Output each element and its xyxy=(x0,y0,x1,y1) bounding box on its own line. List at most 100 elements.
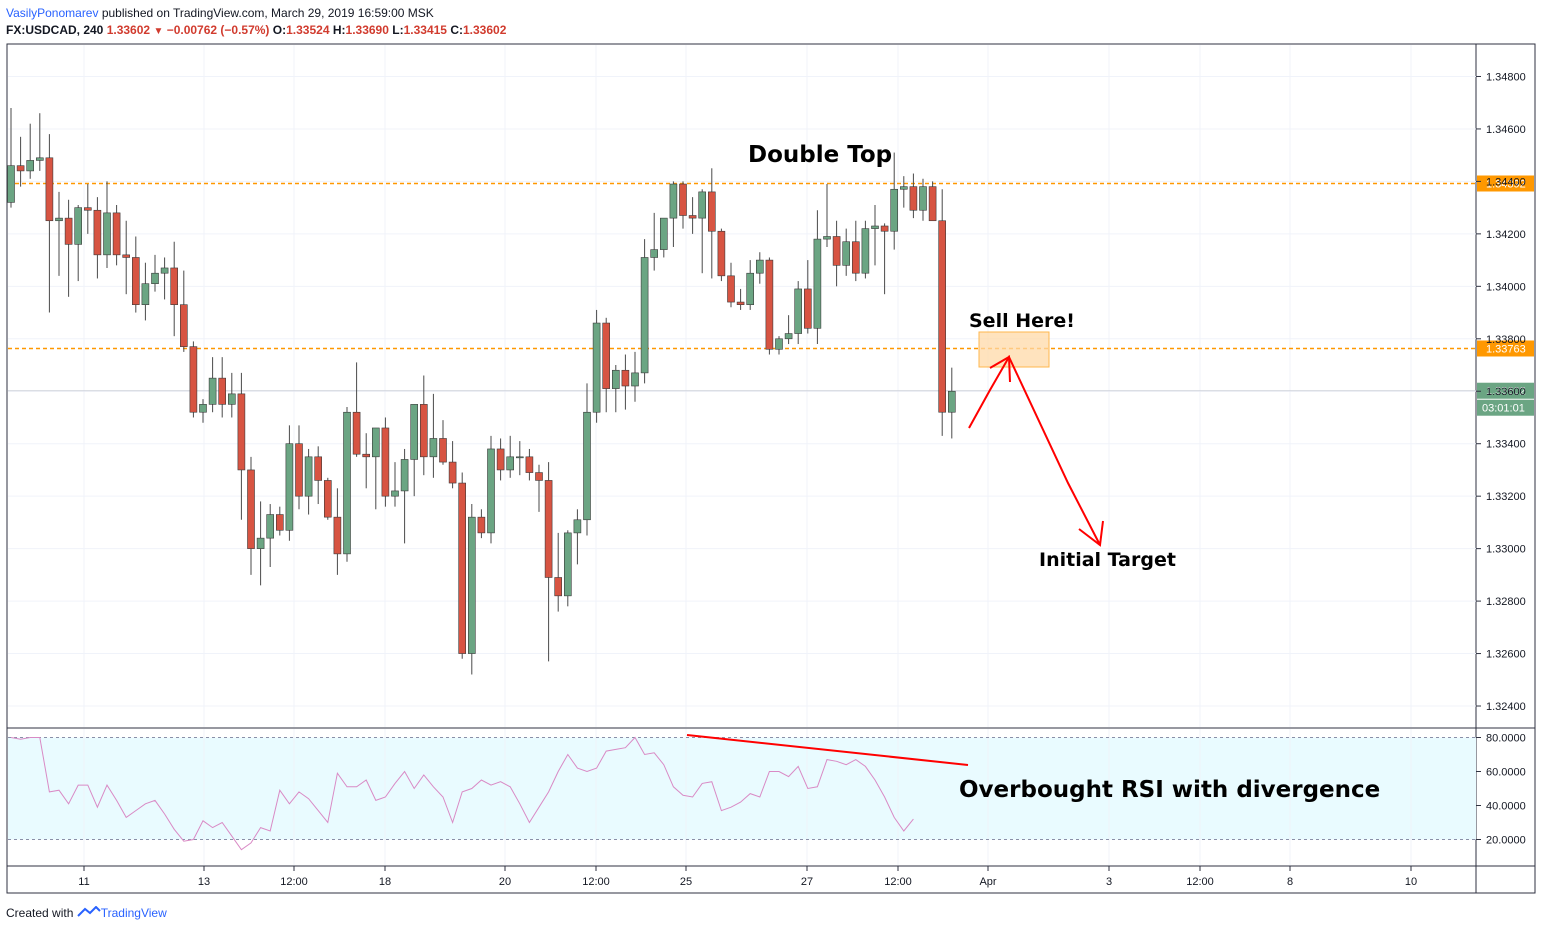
candle[interactable] xyxy=(899,176,908,208)
candle[interactable] xyxy=(400,448,409,544)
candle[interactable] xyxy=(871,205,879,266)
author-link[interactable]: VasilyPonomarev xyxy=(6,6,99,20)
candle[interactable] xyxy=(755,252,764,284)
candle[interactable] xyxy=(170,241,178,337)
candle[interactable] xyxy=(237,372,246,520)
candle[interactable] xyxy=(228,372,236,418)
candle[interactable] xyxy=(189,341,198,418)
candle[interactable] xyxy=(861,220,870,279)
candle[interactable] xyxy=(256,501,265,586)
candle[interactable] xyxy=(112,205,121,266)
projection-path[interactable] xyxy=(968,354,1101,546)
candle[interactable] xyxy=(132,236,140,313)
candle[interactable] xyxy=(640,239,649,384)
candle[interactable] xyxy=(362,433,371,489)
candle[interactable] xyxy=(592,309,601,423)
candle[interactable] xyxy=(947,367,956,439)
candle[interactable] xyxy=(371,427,380,510)
candle[interactable] xyxy=(7,107,15,208)
candle[interactable] xyxy=(352,362,361,457)
candle[interactable] xyxy=(323,477,332,520)
candle[interactable] xyxy=(938,189,947,436)
candle[interactable] xyxy=(141,262,150,321)
candle[interactable] xyxy=(602,317,611,413)
candle[interactable] xyxy=(45,134,54,313)
rsi-divergence-line[interactable] xyxy=(686,734,969,766)
rsi-indicator[interactable] xyxy=(8,736,1476,851)
candle[interactable] xyxy=(333,488,342,575)
candle[interactable] xyxy=(573,509,582,565)
candle[interactable] xyxy=(611,365,620,413)
candle[interactable] xyxy=(439,420,447,465)
candle[interactable] xyxy=(93,197,102,279)
candle[interactable] xyxy=(813,210,822,345)
candle[interactable] xyxy=(563,530,572,607)
candle[interactable] xyxy=(631,351,639,402)
candle[interactable] xyxy=(35,113,44,171)
candle[interactable] xyxy=(909,173,918,219)
candle[interactable] xyxy=(842,228,851,276)
rsi-axis[interactable]: 80.0000 60.0000 40.0000 20.0000 xyxy=(1476,733,1526,847)
candle[interactable] xyxy=(928,181,937,222)
candle[interactable] xyxy=(554,532,563,612)
candle[interactable] xyxy=(784,315,793,345)
candle[interactable] xyxy=(496,438,505,481)
candle[interactable] xyxy=(247,456,255,575)
candle[interactable] xyxy=(803,260,812,334)
candle[interactable] xyxy=(775,336,783,355)
candle[interactable] xyxy=(698,189,707,274)
candle[interactable] xyxy=(64,199,73,297)
candle[interactable] xyxy=(679,181,687,229)
candle[interactable] xyxy=(391,462,399,507)
candle[interactable] xyxy=(84,184,92,234)
candle[interactable] xyxy=(410,404,419,497)
candle[interactable] xyxy=(275,506,284,536)
candle[interactable] xyxy=(544,462,553,662)
candle[interactable] xyxy=(419,375,428,476)
sell-zone-rectangle[interactable] xyxy=(978,331,1050,368)
candle[interactable] xyxy=(26,123,35,179)
candle[interactable] xyxy=(746,260,755,310)
candle[interactable] xyxy=(659,217,668,258)
candle[interactable] xyxy=(736,288,745,310)
candle[interactable] xyxy=(506,435,515,478)
candle[interactable] xyxy=(429,393,438,478)
candle[interactable] xyxy=(823,184,831,247)
horizontal-levels[interactable]: 1.34392 1.33763 1.33602 03:01:01 xyxy=(8,175,1534,416)
candle[interactable] xyxy=(381,417,390,507)
candle[interactable] xyxy=(151,254,159,292)
symbol-interval[interactable]: FX:USDCAD, 240 xyxy=(6,23,104,37)
candle[interactable] xyxy=(103,181,111,268)
tradingview-brand-link[interactable]: TradingView xyxy=(100,906,167,920)
candle[interactable] xyxy=(304,448,313,515)
candle[interactable] xyxy=(688,197,697,234)
candle[interactable] xyxy=(794,281,803,345)
candle[interactable] xyxy=(199,399,207,423)
candle[interactable] xyxy=(314,446,323,505)
candle[interactable] xyxy=(458,472,467,659)
candle[interactable] xyxy=(448,441,457,489)
drawings[interactable]: Double Top Sell Here! Initial Target Ove… xyxy=(686,142,1380,803)
candle[interactable] xyxy=(74,205,82,282)
candle[interactable] xyxy=(707,168,716,279)
candle[interactable] xyxy=(266,504,275,567)
candle[interactable] xyxy=(487,435,495,544)
candle[interactable] xyxy=(890,152,899,250)
candle[interactable] xyxy=(727,262,735,308)
candle[interactable] xyxy=(832,220,841,287)
candle[interactable] xyxy=(295,425,303,510)
time-axis[interactable]: 11 13 12:00 18 20 12:00 25 27 12:00 Apr 3 12:00 8 10 xyxy=(78,866,1417,888)
candle[interactable] xyxy=(467,504,476,675)
candle[interactable] xyxy=(583,383,591,536)
price-axis[interactable]: 1.34800 1.34600 1.34400 1.34200 1.34000 1.338… xyxy=(1476,71,1526,713)
candle[interactable] xyxy=(851,220,860,282)
candle[interactable] xyxy=(669,181,678,247)
candles[interactable] xyxy=(7,107,956,675)
candle[interactable] xyxy=(55,191,63,276)
candle[interactable] xyxy=(765,257,774,355)
candle[interactable] xyxy=(477,509,486,539)
candle[interactable] xyxy=(535,464,543,512)
rsi-line[interactable] xyxy=(10,736,914,851)
candle[interactable] xyxy=(717,228,726,282)
candle[interactable] xyxy=(122,220,130,295)
